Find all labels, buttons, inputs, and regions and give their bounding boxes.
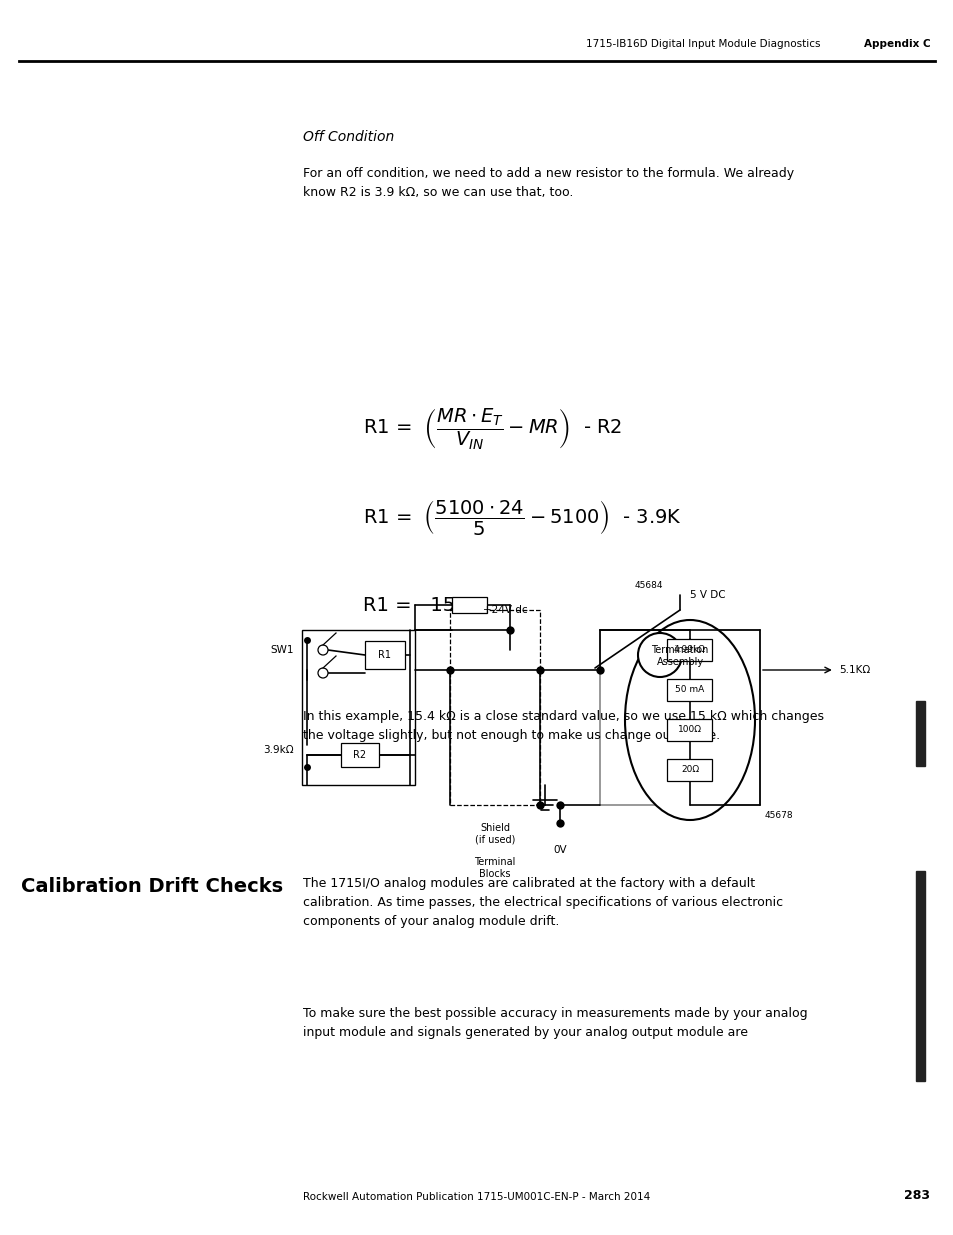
Text: 45678: 45678 <box>764 810 793 820</box>
Circle shape <box>317 668 328 678</box>
Text: R1 =  $\left(\dfrac{MR \cdot E_T}{V_{IN}} - MR\right)$  - R2: R1 = $\left(\dfrac{MR \cdot E_T}{V_{IN}}… <box>362 406 621 451</box>
Text: To make sure the best possible accuracy in measurements made by your analog
inpu: To make sure the best possible accuracy … <box>303 1007 807 1039</box>
Text: R2: R2 <box>353 750 366 760</box>
Text: R1 =   15.4K: R1 = 15.4K <box>362 597 485 615</box>
Bar <box>452 597 487 613</box>
Ellipse shape <box>624 620 754 820</box>
Circle shape <box>317 645 328 655</box>
Text: Termination
Assembly: Termination Assembly <box>651 645 708 667</box>
Text: R1 =  $\left(\dfrac{5100 \cdot 24}{5} - 5100\right)$  - 3.9K: R1 = $\left(\dfrac{5100 \cdot 24}{5} - 5… <box>362 498 680 537</box>
Text: 45684: 45684 <box>634 582 662 590</box>
Text: Appendix C: Appendix C <box>862 40 929 49</box>
Text: 283: 283 <box>903 1188 929 1202</box>
Bar <box>915 871 924 1081</box>
Text: R1: R1 <box>378 650 391 659</box>
Text: In this example, 15.4 kΩ is a close standard value, so we use 15 kΩ which change: In this example, 15.4 kΩ is a close stan… <box>303 710 823 742</box>
Text: 1715-IB16D Digital Input Module Diagnostics: 1715-IB16D Digital Input Module Diagnost… <box>585 40 820 49</box>
Text: +24V dc: +24V dc <box>482 605 527 615</box>
Bar <box>302 630 415 785</box>
Text: 3.9kΩ: 3.9kΩ <box>263 745 294 755</box>
Bar <box>667 719 712 741</box>
Text: Terminal
Blocks: Terminal Blocks <box>474 857 516 878</box>
Bar <box>365 641 405 669</box>
Text: 4.99kΩ: 4.99kΩ <box>673 646 705 655</box>
Text: Rockwell Automation Publication 1715-UM001C-EN-P - March 2014: Rockwell Automation Publication 1715-UM0… <box>303 1192 650 1202</box>
Text: For an off condition, we need to add a new resistor to the formula. We already
k: For an off condition, we need to add a n… <box>303 167 794 199</box>
Bar <box>667 760 712 781</box>
Bar <box>667 679 712 701</box>
Text: Calibration Drift Checks: Calibration Drift Checks <box>21 877 283 895</box>
Text: 20Ω: 20Ω <box>680 766 699 774</box>
Circle shape <box>638 634 681 677</box>
Text: SW1: SW1 <box>271 645 294 655</box>
Text: 5 V DC: 5 V DC <box>689 590 725 600</box>
Bar <box>915 701 924 766</box>
Bar <box>450 610 539 805</box>
Text: 5.1KΩ: 5.1KΩ <box>839 664 870 676</box>
Text: Off Condition: Off Condition <box>303 130 395 143</box>
Text: Shield
(if used): Shield (if used) <box>475 823 515 845</box>
Text: The 1715I/O analog modules are calibrated at the factory with a default
calibrat: The 1715I/O analog modules are calibrate… <box>303 877 782 927</box>
Text: 100Ω: 100Ω <box>678 725 701 735</box>
Bar <box>340 743 378 767</box>
Bar <box>667 638 712 661</box>
Text: 50 mA: 50 mA <box>675 685 704 694</box>
Bar <box>599 630 760 805</box>
Text: 0V: 0V <box>553 845 566 855</box>
